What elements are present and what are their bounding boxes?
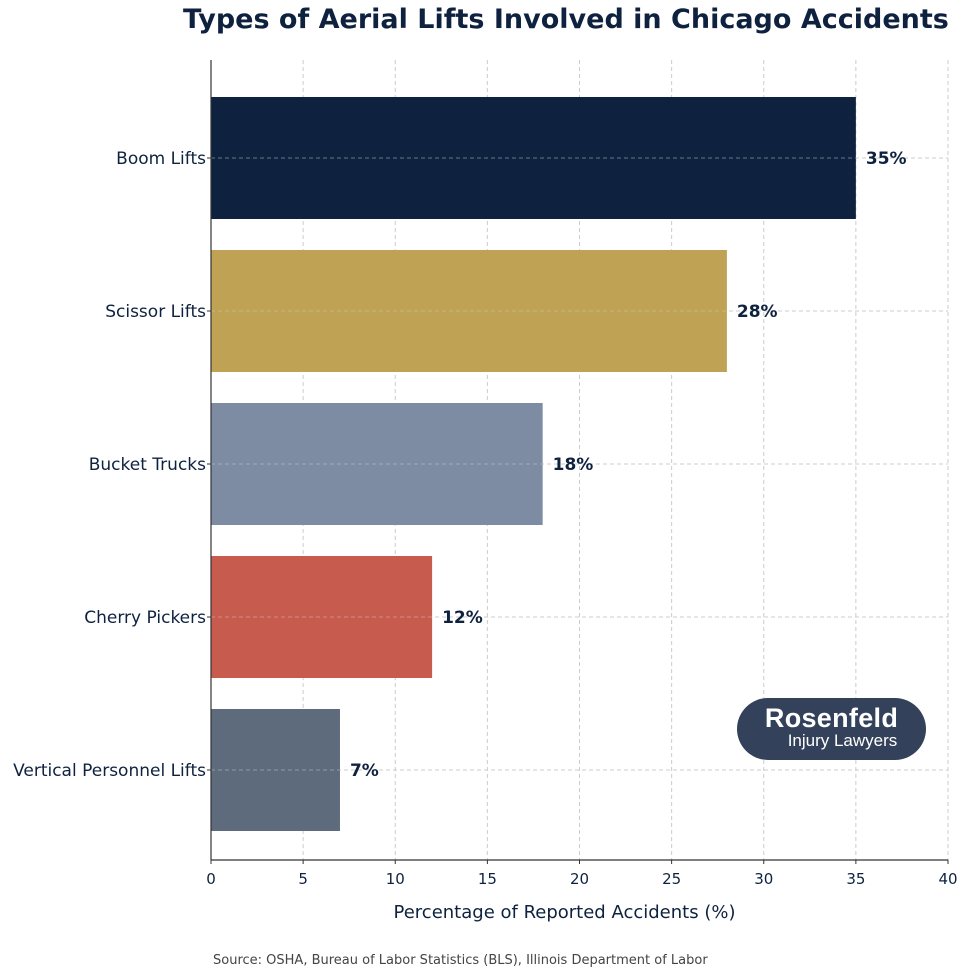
x-tick-label: 5 — [298, 870, 308, 888]
x-tick-label: 15 — [478, 870, 497, 888]
data-label: 35% — [866, 149, 907, 169]
y-tick-label: Scissor Lifts — [105, 302, 206, 322]
y-tick-label: Boom Lifts — [116, 149, 206, 169]
chart-title: Types of Aerial Lifts Involved in Chicag… — [183, 4, 949, 35]
x-axis-label: Percentage of Reported Accidents (%) — [394, 902, 736, 923]
x-tick-label: 0 — [206, 870, 216, 888]
rosenfeld-logo: Rosenfeld Injury Lawyers — [737, 698, 926, 760]
bar — [211, 556, 433, 678]
x-tick-label: 30 — [754, 870, 773, 888]
x-tick-label: 25 — [662, 870, 681, 888]
y-tick-label: Vertical Personnel Lifts — [13, 761, 206, 781]
source-note: Source: OSHA, Bureau of Labor Statistics… — [213, 953, 708, 968]
y-tick-label: Cherry Pickers — [84, 608, 206, 628]
logo-line1: Rosenfeld — [764, 703, 899, 733]
data-label: 7% — [350, 761, 379, 781]
data-label: 12% — [442, 608, 483, 628]
x-tick-label: 40 — [938, 870, 957, 888]
x-tick-label: 10 — [386, 870, 405, 888]
data-label: 28% — [737, 302, 778, 322]
x-tick-label: 20 — [570, 870, 589, 888]
y-tick-label: Bucket Trucks — [89, 455, 206, 475]
data-label: 18% — [553, 455, 594, 475]
x-tick-label: 35 — [846, 870, 865, 888]
logo-line2: Injury Lawyers — [787, 731, 898, 750]
